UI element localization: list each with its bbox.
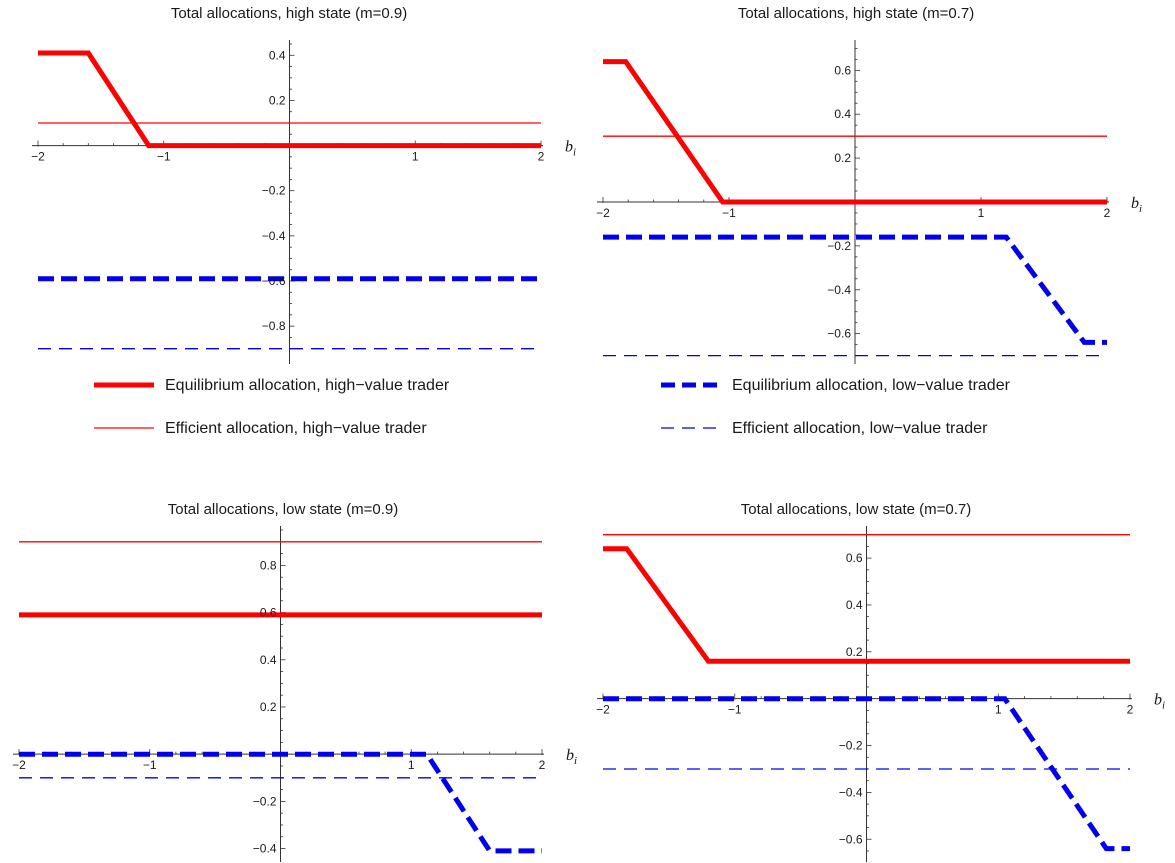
x-tick-label: −2 — [31, 150, 45, 164]
x-tick-label: −1 — [722, 206, 736, 220]
x-axis-label-main: b — [1131, 195, 1139, 212]
x-axis-label-main: b — [566, 747, 574, 764]
x-axis-label-subscript: i — [573, 147, 576, 159]
y-tick-label: 0.2 — [834, 151, 851, 165]
y-tick-label: 0.4 — [269, 48, 286, 62]
y-tick-label: −0.2 — [827, 239, 851, 253]
y-tick-label: −0.4 — [262, 229, 286, 243]
chart-panel-2: Total allocations, high state (m=0.7) −2 −… — [596, 5, 1142, 364]
legend-label: Efficient allocation, low−value trader — [732, 420, 988, 437]
series-line-eq-low — [603, 696, 1130, 852]
y-tick-label: −0.8 — [262, 319, 286, 333]
series-line-eq-high — [603, 546, 1130, 664]
y-tick-label: −0.6 — [262, 274, 286, 288]
legend-label: Equilibrium allocation, high−value trade… — [165, 377, 450, 394]
x-axis-label-subscript: i — [1139, 203, 1142, 215]
x-tick-label: 1 — [995, 703, 1002, 717]
y-tick-label: 0.6 — [834, 63, 851, 77]
x-axis-label: bi — [1154, 692, 1165, 712]
y-tick-label: 0.8 — [260, 558, 277, 572]
chart-title: Total allocations, low state (m=0.7) — [741, 501, 972, 518]
y-tick-label: 0.2 — [846, 645, 863, 659]
y-tick-label: 0.6 — [846, 551, 863, 565]
y-tick-label: −0.6 — [839, 832, 863, 846]
x-tick-label: −1 — [143, 758, 157, 772]
chart-title: Total allocations, low state (m=0.9) — [168, 501, 399, 518]
x-tick-label: 1 — [408, 758, 415, 772]
y-tick-label: 0.4 — [834, 107, 851, 121]
legend: Equilibrium allocation, high−value trade… — [94, 377, 1011, 437]
y-tick-label: 0.4 — [260, 653, 277, 667]
chart-panel-1: Total allocations, high state (m=0.9) −2 −… — [31, 5, 576, 364]
x-tick-label: 2 — [1104, 206, 1111, 220]
x-axis-label: bi — [565, 139, 576, 159]
series-line-eq-high — [38, 50, 541, 149]
x-tick-label: 1 — [978, 206, 985, 220]
y-tick-label: −0.4 — [253, 842, 277, 856]
y-tick-label: −0.4 — [827, 283, 851, 297]
x-tick-label: −1 — [728, 703, 742, 717]
x-axis-label: bi — [1131, 195, 1142, 215]
x-axis-label-main: b — [1154, 692, 1162, 709]
x-tick-label: −2 — [12, 758, 26, 772]
x-axis-label: bi — [566, 747, 577, 767]
legend-label: Equilibrium allocation, low−value trader — [732, 377, 1011, 394]
y-tick-label: −0.2 — [839, 739, 863, 753]
y-tick-label: 0.2 — [269, 93, 286, 107]
chart-panel-3: Total allocations, low state (m=0.9) −2 −1… — [12, 501, 577, 862]
y-tick-label: 0.6 — [260, 606, 277, 620]
x-axis-label-main: b — [565, 139, 573, 156]
y-tick-label: 0.2 — [260, 700, 277, 714]
x-tick-label: 2 — [1127, 703, 1134, 717]
x-tick-label: 2 — [539, 758, 546, 772]
y-tick-label: −0.2 — [262, 184, 286, 198]
x-tick-label: 2 — [538, 150, 545, 164]
chart-title: Total allocations, high state (m=0.7) — [738, 5, 974, 22]
x-axis-label-subscript: i — [1162, 700, 1165, 712]
x-tick-label: −2 — [596, 703, 610, 717]
series-line-eq-high — [603, 59, 1107, 205]
chart-title: Total allocations, high state (m=0.9) — [171, 5, 407, 22]
x-tick-label: −2 — [596, 206, 610, 220]
x-tick-label: −1 — [157, 150, 171, 164]
x-axis-label-subscript: i — [574, 755, 577, 767]
chart-panel-4: Total allocations, low state (m=0.7) −2 −1… — [596, 501, 1165, 862]
series-line-eq-low — [603, 234, 1107, 345]
y-tick-label: −0.6 — [827, 327, 851, 341]
y-tick-label: 0.4 — [846, 598, 863, 612]
series-line-eq-low — [19, 751, 542, 854]
x-tick-label: 1 — [412, 150, 419, 164]
y-tick-label: −0.4 — [839, 785, 863, 799]
y-tick-label: −0.2 — [253, 794, 277, 808]
legend-label: Efficient allocation, high−value trader — [165, 420, 427, 437]
